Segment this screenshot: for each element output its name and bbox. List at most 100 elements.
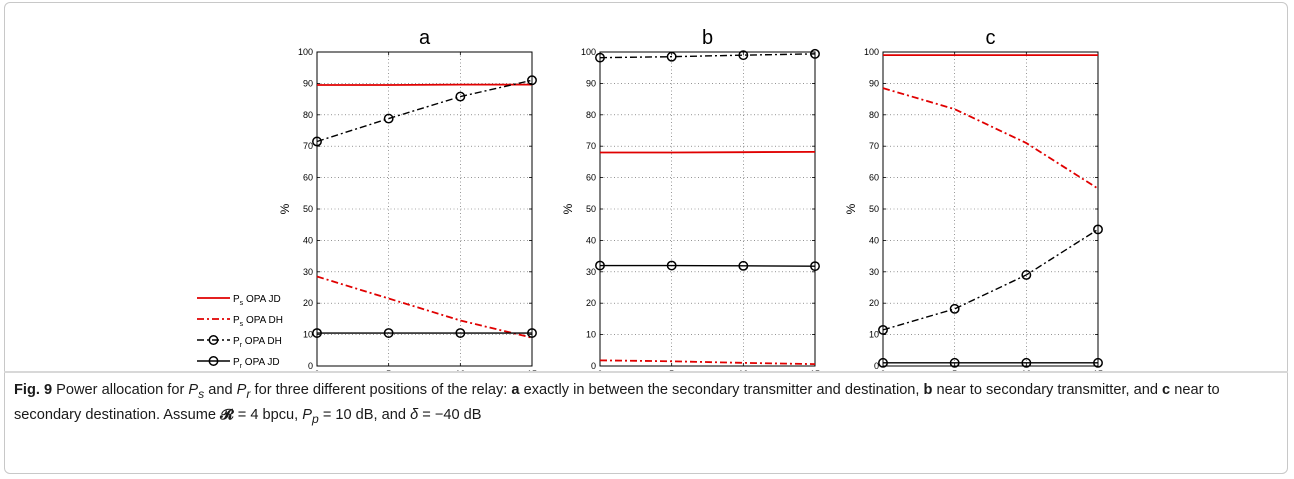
x-tick-label: 0 [597,369,602,372]
legend-marker [208,356,219,366]
data-point [595,260,605,271]
chart-title: b [702,27,713,49]
y-axis-label: % [278,203,292,214]
figure-caption: Fig. 9 Power allocation for Ps and Pr fo… [14,380,1276,430]
y-tick-label: 50 [303,204,313,214]
data-point [527,75,537,86]
y-tick-label: 20 [303,298,313,308]
data-point [1021,357,1032,368]
x-tick-label: 5 [386,369,391,372]
caption-delta: δ [410,406,419,423]
data-point [383,328,394,338]
y-tick-label: 40 [586,235,596,245]
caption-rate-symbol: 𝓡 [220,406,234,423]
y-tick-label: 0 [308,361,313,371]
caption-text: near to secondary transmitter, and [932,382,1163,398]
chart-panel-b: 0510150102030405060708090100b%Ith (dB) [561,27,820,372]
caption-text: exactly in between the secondary transmi… [519,382,924,398]
figure-plots: 0510150102030405060708090100a%Ith (dB)05… [197,27,1103,372]
caption-text: for three different positions of the rel… [250,382,512,398]
x-tick-label: 15 [1093,369,1103,372]
caption-text: and [204,382,237,398]
x-tick-label: 15 [527,369,537,372]
legend-label: Ps OPA DH [233,315,283,328]
data-point [312,136,322,147]
series-line [316,79,533,143]
x-tick-label: 10 [738,369,748,372]
caption-ps-sub: s [198,386,205,401]
data-point [312,328,322,338]
chart-title: a [419,27,431,49]
data-point [666,51,677,62]
data-point [527,328,537,338]
y-tick-label: 100 [864,47,879,57]
caption-panel-a: a [511,382,520,398]
caption-pr-sub: r [246,386,251,401]
chart-title: c [986,27,996,49]
caption-divider [4,371,1288,373]
y-tick-label: 70 [869,141,879,151]
y-tick-label: 70 [586,141,596,151]
y-tick-label: 30 [869,267,879,277]
data-point [666,260,677,271]
caption-pp-sub: p [312,411,319,426]
y-tick-label: 60 [303,173,313,183]
figure-frame [4,2,1288,474]
y-tick-label: 20 [869,298,879,308]
y-tick-label: 30 [303,267,313,277]
series-line [882,87,1099,190]
caption-panel-b: b [923,382,933,398]
chart-panel-c: 0510150102030405060708090100c%Ith (dB) [844,27,1103,372]
y-tick-label: 80 [586,110,596,120]
y-tick-label: 0 [874,361,879,371]
caption-text: = 10 dB, and [318,406,411,423]
caption-ps: P [188,382,199,398]
y-tick-label: 30 [586,267,596,277]
data-point [738,50,749,61]
y-tick-label: 90 [869,78,879,88]
data-point [455,328,466,338]
caption-pp: P [302,406,312,423]
y-tick-label: 40 [869,235,879,245]
y-tick-label: 10 [869,330,879,340]
y-tick-label: 70 [303,141,313,151]
x-tick-label: 0 [314,369,319,372]
x-tick-label: 5 [669,369,674,372]
y-tick-label: 50 [586,204,596,214]
data-point [383,113,394,124]
legend-label: Pr OPA JD [233,357,280,370]
data-point [738,260,749,271]
y-tick-label: 0 [591,361,596,371]
data-point [810,48,820,59]
y-tick-label: 80 [303,110,313,120]
x-tick-label: 15 [810,369,820,372]
x-tick-label: 0 [880,369,885,372]
y-tick-label: 100 [298,47,313,57]
data-point [1093,224,1103,235]
data-point [1093,357,1103,368]
caption-fig-label: Fig. 9 [14,382,53,398]
y-tick-label: 90 [586,78,596,88]
data-point [595,52,605,63]
caption-text: near to secondary destination. Assume [14,382,1220,423]
y-tick-label: 90 [303,78,313,88]
series-line [600,150,816,154]
legend-label: Ps OPA JD [233,294,281,307]
y-tick-label: 60 [586,173,596,183]
y-axis-label: % [561,203,575,214]
y-tick-label: 10 [586,330,596,340]
y-tick-label: 40 [303,235,313,245]
caption-text: = −40 dB [418,406,482,423]
legend-label: Pr OPA DH [233,336,282,349]
y-tick-label: 20 [586,298,596,308]
data-point [455,91,466,102]
y-tick-label: 100 [581,47,596,57]
legend: Ps OPA JD Ps OPA DH Pr OPA DH Pr OPA JD [197,294,283,370]
x-tick-label: 10 [1021,369,1031,372]
legend-marker [208,335,219,345]
caption-text: Power allocation for [52,382,189,398]
data-point [878,357,888,368]
series-line [600,264,816,267]
data-point [949,357,960,368]
series-line [599,359,816,366]
